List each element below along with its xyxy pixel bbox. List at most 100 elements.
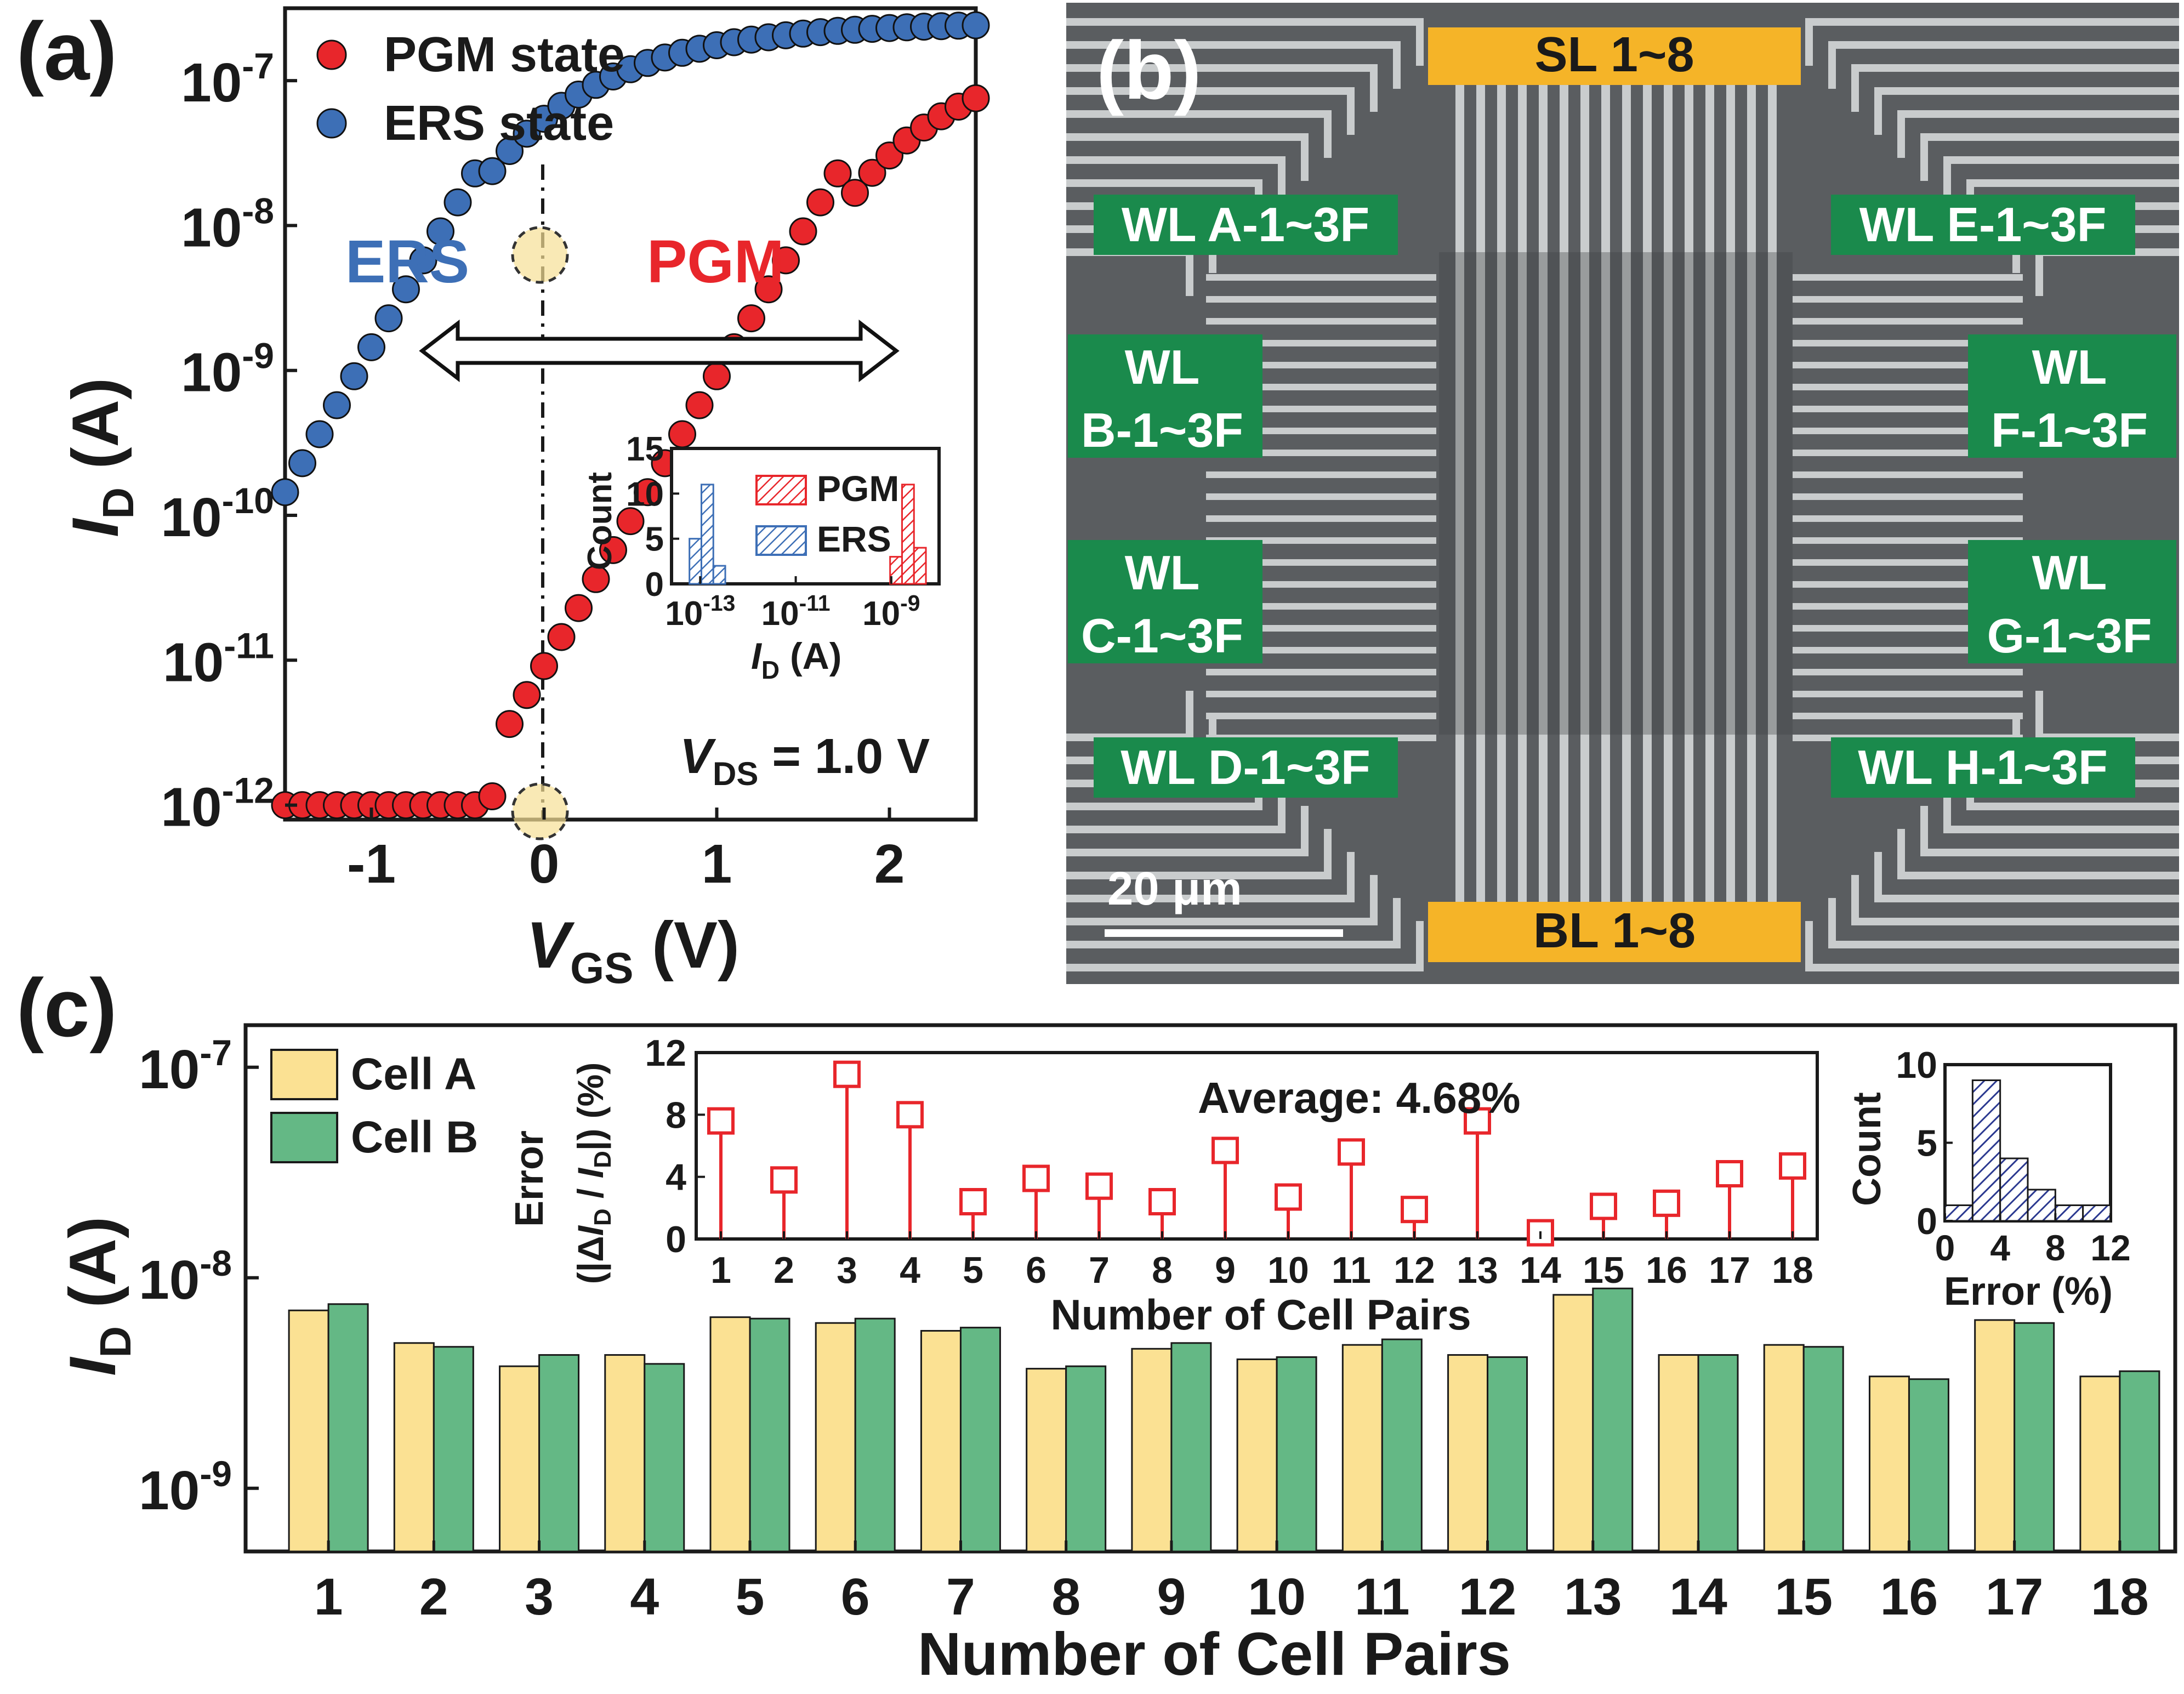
cell-a-bar [1341, 1344, 1383, 1553]
sem-corner-line [1066, 156, 1286, 204]
panel-a-label: (a) [16, 5, 117, 97]
sem-wordline-finger [1793, 428, 2023, 434]
sem-wordline-finger [1206, 428, 1436, 434]
sem-wordline-finger [1793, 581, 2023, 588]
cell-b-bar [433, 1346, 474, 1553]
cell-pair-tick-label: 6 [841, 1568, 870, 1626]
panel-c-label: (c) [16, 962, 117, 1054]
legend-label-1: Cell B [351, 1112, 478, 1162]
cell-b-bar [2014, 1322, 2055, 1553]
sem-wordline-finger [1206, 647, 1436, 653]
sem-wordline-finger [1206, 691, 1436, 697]
sem-wordline-finger [1793, 493, 2023, 500]
cell-b-bar [1487, 1356, 1528, 1553]
legend-label-0: Cell A [351, 1049, 476, 1099]
cell-pair-tick-label: 17 [1986, 1568, 2044, 1626]
ers-data-point [323, 391, 351, 419]
read-current-highlight [511, 226, 569, 284]
error-hist-bar [1944, 1204, 1973, 1222]
wl-a-box [1094, 195, 1398, 255]
error-marker [707, 1107, 735, 1135]
vds-annotation: VDS = 1.0 V [680, 729, 930, 792]
error-x-tick-label: 11 [1332, 1249, 1371, 1291]
sem-wordline-finger [1206, 559, 1436, 566]
pgm-histogram-bar [901, 484, 915, 585]
error-marker [1716, 1160, 1743, 1187]
ers-data-point [478, 157, 507, 185]
cell-pair-tick-label: 8 [1051, 1568, 1080, 1626]
error-inset-frame [695, 1051, 1819, 1241]
id-distribution-ticks: 0 5 10 15 10-13 10-11 10-9 [626, 430, 920, 633]
pgm-data-point [806, 188, 834, 217]
sem-wordline-finger [1206, 406, 1436, 412]
sem-wordline-finger [1206, 537, 1436, 544]
sem-wordline-finger [1793, 340, 2023, 346]
sem-corner-line [1066, 41, 1401, 89]
error-x-tick-label: 14 [1520, 1249, 1561, 1291]
error-hist-bar [1999, 1157, 2029, 1222]
y-tick-label: 10-8 [181, 190, 274, 258]
x-tick-label: 2 [874, 833, 905, 895]
sem-vertical-line [1476, 60, 1485, 910]
ers-data-point [496, 137, 524, 165]
wl-g-box [1968, 540, 2176, 663]
panel-b-sem-image: (b) SL 1~8 BL 1~8 WL A-1~3F WL E-1~3F WL… [1066, 3, 2179, 984]
error-x-tick-label: 9 [1215, 1249, 1236, 1291]
inset-legend-label-1: ERS [817, 519, 891, 559]
scale-bar [1105, 929, 1343, 937]
sem-wordline-finger [1793, 603, 2023, 610]
sem-vertical-line [1497, 60, 1506, 910]
cell-pair-y-tick-labels: 10-9 10-8 10-7 [139, 1032, 259, 1521]
x-tick-label: 1 [702, 833, 732, 895]
wl-c-label-line2: C-1~3F [1081, 609, 1243, 663]
ers-data-point [271, 478, 299, 507]
pgm-data-point [530, 652, 558, 680]
pgm-data-point [962, 84, 990, 112]
pgm-data-point [582, 565, 610, 593]
cell-a-bar [1552, 1294, 1594, 1553]
error-marker [1212, 1136, 1239, 1164]
sem-wordline-finger [1793, 362, 2023, 368]
sem-corner-line [1066, 829, 1332, 879]
error-x-tick-label: 7 [1089, 1249, 1110, 1291]
cell-a-bar [499, 1365, 541, 1553]
wl-h-box [1831, 737, 2135, 798]
wl-c-label-line1: WL [1125, 545, 1200, 600]
panel-a-transfer-curves: (a) -1 0 1 2 10-12 10-11 10-10 10-9 10-8 10-7 PG… [16, 5, 990, 992]
sem-corner-line [1066, 921, 1424, 971]
sem-channel-region [1439, 252, 1793, 735]
sem-wordline-finger [1793, 274, 2023, 281]
inset-legend-label-0: PGM [817, 468, 899, 509]
error-x-tick-label: 8 [1152, 1249, 1173, 1291]
error-marker [1022, 1164, 1050, 1192]
sem-wordline-finger [1793, 384, 2023, 390]
error-marker [1779, 1152, 1806, 1180]
error-inset-ylabel-line1: Error [508, 1130, 551, 1227]
cell-pair-tick-label: 15 [1775, 1568, 1833, 1626]
sem-wordline-finger [1793, 515, 2023, 522]
wl-b-box [1068, 334, 1262, 458]
cell-pair-tick-label: 9 [1157, 1568, 1186, 1626]
sem-wordline-finger [1206, 713, 1436, 719]
inset-y-tick-label: 10 [626, 475, 664, 513]
error-inset-xlabel: Number of Cell Pairs [1050, 1291, 1471, 1339]
pgm-data-point [858, 158, 886, 187]
sem-corner-line [1851, 64, 2179, 112]
pgm-data-point [685, 391, 714, 419]
sem-wordline-finger [1206, 669, 1436, 675]
sem-corner-line [1805, 921, 2179, 971]
cell-a-bar [1763, 1344, 1805, 1553]
y-tick-label: 10-9 [139, 1453, 232, 1521]
hist-y-tick-label: 0 [1916, 1201, 1937, 1242]
cell-pair-tick-label: 14 [1669, 1568, 1727, 1626]
cell-b-bar [1908, 1378, 1949, 1553]
cell-b-bar [1381, 1338, 1423, 1553]
error-marker [959, 1188, 987, 1215]
error-inset-ylabel-line2: (|ΔID / ID|) (%) [570, 1062, 616, 1284]
cell-b-bar [644, 1363, 685, 1553]
error-marker [1085, 1172, 1113, 1200]
wl-g-label-line2: G-1~3F [1987, 609, 2152, 663]
sem-corner-line [1828, 41, 2179, 89]
id-distribution-bars [689, 484, 927, 585]
